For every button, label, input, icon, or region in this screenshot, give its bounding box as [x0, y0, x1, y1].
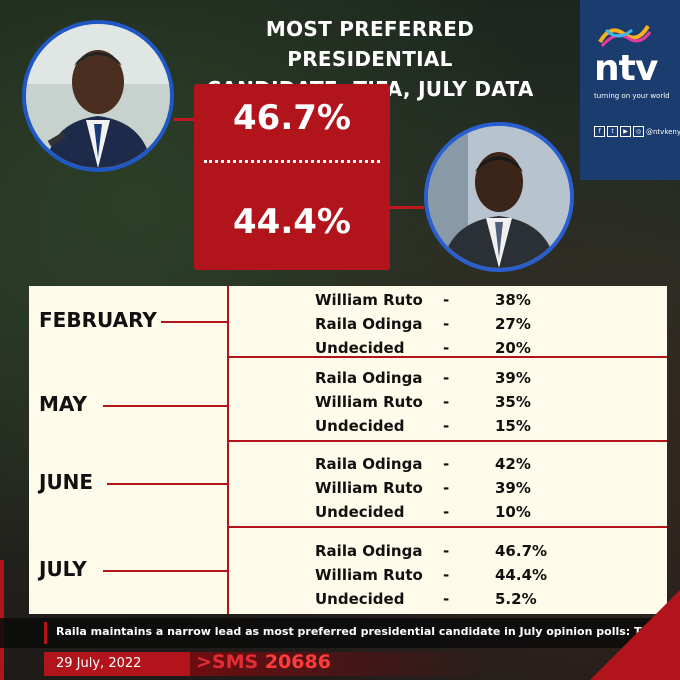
month-connector	[103, 570, 227, 572]
candidate-name: William Ruto	[315, 291, 423, 309]
candidate-name: Undecided	[315, 503, 405, 521]
caption-text: Raila maintains a narrow lead as most pr…	[56, 625, 661, 638]
candidate-name: Raila Odinga	[315, 369, 423, 387]
month-connector	[161, 321, 227, 323]
candidate-name: William Ruto	[315, 393, 423, 411]
poll-value: 39%	[495, 369, 531, 387]
ntv-tagline: turning on your world	[594, 92, 670, 100]
headline-results-box: 46.7% 44.4%	[194, 84, 390, 270]
candidate-name: Raila Odinga	[315, 455, 423, 473]
poll-value: 39%	[495, 479, 531, 497]
social-links: f t ▶ ◎ @ntvkenya	[594, 126, 680, 137]
instagram-icon[interactable]: ◎	[633, 126, 644, 137]
facebook-icon[interactable]: f	[594, 126, 605, 137]
month-july: JULY	[39, 557, 87, 581]
sms-bar	[190, 652, 490, 676]
sms-shortcode: >SMS 20686	[196, 651, 331, 673]
poll-value: 42%	[495, 455, 531, 473]
social-handle: @ntvkenya	[646, 127, 680, 136]
twitter-icon[interactable]: t	[607, 126, 618, 137]
sms-number: 20686	[264, 651, 331, 673]
candidate-name: Undecided	[315, 590, 405, 608]
candidate-name: Undecided	[315, 339, 405, 357]
candidate-name: William Ruto	[315, 566, 423, 584]
candidate-name: William Ruto	[315, 479, 423, 497]
youtube-icon[interactable]: ▶	[620, 126, 631, 137]
poll-value: 38%	[495, 291, 531, 309]
section-divider	[227, 440, 667, 442]
month-connector	[103, 405, 227, 407]
poll-value: 44.4%	[495, 566, 548, 584]
timeline-vertical-line	[227, 286, 229, 614]
row-dash: -	[443, 417, 450, 435]
candidate-name: Raila Odinga	[315, 315, 423, 333]
caption-accent	[44, 622, 47, 644]
footer: 29 July, 2022 >SMS 20686	[0, 648, 680, 680]
ruto-percent: 44.4%	[233, 202, 351, 242]
poll-value: 20%	[495, 339, 531, 357]
caption-bar: Raila maintains a narrow lead as most pr…	[0, 618, 680, 648]
poll-value: 10%	[495, 503, 531, 521]
candidate-name: Raila Odinga	[315, 542, 423, 560]
month-may: MAY	[39, 392, 87, 416]
row-dash: -	[443, 566, 450, 584]
month-february: FEBRUARY	[39, 308, 157, 332]
title-line-1: MOST PREFERRED PRESIDENTIAL	[265, 17, 475, 71]
row-dash: -	[443, 369, 450, 387]
corner-accent	[590, 590, 680, 680]
month-connector	[107, 483, 227, 485]
poll-value: 46.7%	[495, 542, 548, 560]
section-divider	[227, 526, 667, 528]
candidate-name: Undecided	[315, 417, 405, 435]
month-june: JUNE	[39, 470, 94, 494]
poll-value: 35%	[495, 393, 531, 411]
row-dash: -	[443, 590, 450, 608]
row-dash: -	[443, 542, 450, 560]
raila-connector-line	[174, 118, 194, 121]
date-box	[44, 652, 190, 676]
row-dash: -	[443, 479, 450, 497]
row-dash: -	[443, 393, 450, 411]
sms-prefix: >SMS	[196, 651, 259, 673]
william-ruto-photo	[424, 122, 574, 272]
ntv-swoosh-icon	[598, 24, 652, 48]
row-dash: -	[443, 455, 450, 473]
poll-timeline-table: FEBRUARY William Ruto - 38% Raila Odinga…	[29, 286, 667, 614]
row-dash: -	[443, 315, 450, 333]
ruto-connector-line	[390, 206, 424, 209]
publish-date: 29 July, 2022	[56, 656, 142, 671]
row-dash: -	[443, 339, 450, 357]
ntv-logo-panel: ntv turning on your world f t ▶ ◎ @ntvke…	[580, 0, 680, 180]
poll-value: 5.2%	[495, 590, 537, 608]
poll-value: 27%	[495, 315, 531, 333]
section-divider	[227, 356, 667, 358]
poll-value: 15%	[495, 417, 531, 435]
dotted-divider	[204, 160, 380, 163]
row-dash: -	[443, 291, 450, 309]
raila-odinga-photo	[22, 20, 174, 172]
row-dash: -	[443, 503, 450, 521]
raila-percent: 46.7%	[233, 98, 351, 138]
ntv-wordmark: ntv	[594, 48, 658, 89]
